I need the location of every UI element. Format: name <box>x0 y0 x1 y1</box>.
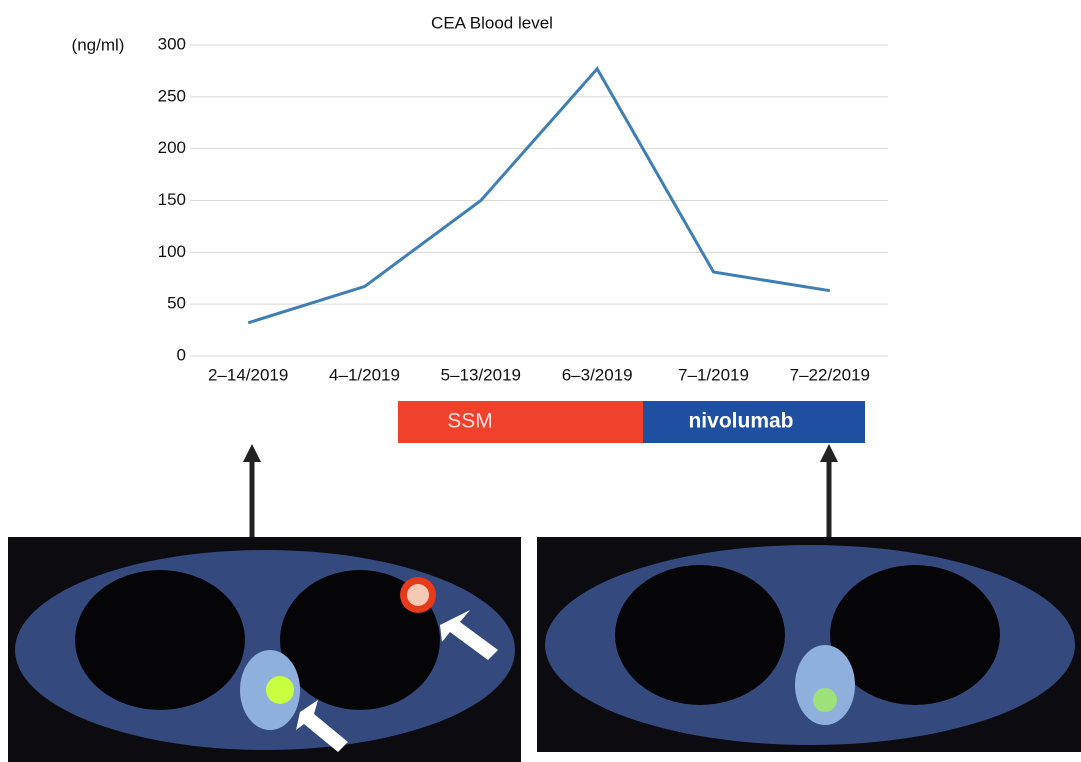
nivolumab-label: nivolumab <box>688 410 793 433</box>
plot: 0 50 100 150 200 250 300 2–14/2019 4–1/2019 5–13/… <box>158 34 888 384</box>
x-tick-label: 4–1/2019 <box>329 365 400 384</box>
ssm-bar <box>398 401 643 443</box>
data-line <box>247 66 831 325</box>
y-tick-label: 250 <box>158 86 186 105</box>
x-tick-label: 7–22/2019 <box>790 365 870 384</box>
x-tick-label: 5–13/2019 <box>441 365 521 384</box>
x-tick-label: 6–3/2019 <box>562 365 633 384</box>
pet-ct-before <box>8 537 521 762</box>
arrows <box>243 444 838 540</box>
x-tick-label: 7–1/2019 <box>678 365 749 384</box>
y-tick-label: 200 <box>158 138 186 157</box>
nivolumab-bar <box>643 401 865 443</box>
pet-ct-after <box>537 537 1081 752</box>
y-axis-label: (ng/ml) <box>72 35 125 54</box>
x-tick-label: 2–14/2019 <box>208 365 288 384</box>
y-tick-label: 150 <box>158 190 186 209</box>
ssm-label: SSM <box>447 410 493 433</box>
y-tick-label: 100 <box>158 242 186 261</box>
y-tick-label: 300 <box>158 34 186 53</box>
y-tick-label: 0 <box>177 345 186 364</box>
y-tick-label: 50 <box>167 294 186 313</box>
chart-title: CEA Blood level <box>431 13 553 32</box>
